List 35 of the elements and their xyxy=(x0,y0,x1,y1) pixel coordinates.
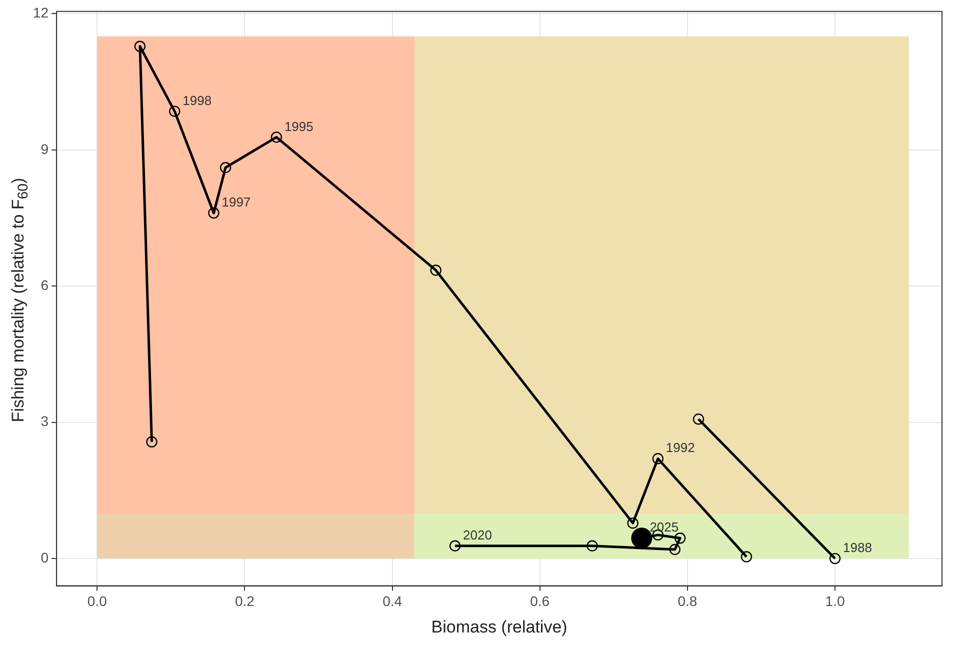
x-tick-label: 0.8 xyxy=(678,593,698,610)
annotation: 1992 xyxy=(666,440,695,456)
y-tick-label: 6 xyxy=(40,276,49,293)
x-axis-title: Biomass (relative) xyxy=(431,617,568,636)
point xyxy=(208,207,220,219)
y-tick-label: 9 xyxy=(40,140,49,157)
annotation: 2020 xyxy=(463,527,492,542)
annotation: 2025 xyxy=(650,520,679,535)
point xyxy=(134,40,146,52)
point xyxy=(740,551,752,562)
point xyxy=(449,540,461,552)
point xyxy=(692,414,704,425)
point xyxy=(430,264,442,276)
point xyxy=(652,453,664,464)
point xyxy=(669,544,680,556)
point xyxy=(169,106,180,117)
annotation: 1997 xyxy=(222,194,251,210)
point xyxy=(270,132,282,143)
annotation: 1988 xyxy=(843,540,872,556)
point xyxy=(627,518,638,529)
point xyxy=(829,552,841,564)
point xyxy=(586,540,598,552)
point xyxy=(674,532,686,544)
x-tick-label: 0.0 xyxy=(87,593,108,610)
y-tick-label: 0 xyxy=(40,549,49,566)
annotation: 1995 xyxy=(284,118,314,134)
x-tick-label: 0.4 xyxy=(382,593,402,610)
point xyxy=(146,436,158,448)
annotation: 1998 xyxy=(182,92,212,108)
x-tick-label: 0.2 xyxy=(234,593,255,610)
x-tick-label: 1.0 xyxy=(825,593,845,610)
x-tick-label: 0.6 xyxy=(530,593,550,610)
y-tick-label: 12 xyxy=(32,4,49,21)
point xyxy=(220,162,232,174)
y-tick-label: 3 xyxy=(40,413,49,430)
